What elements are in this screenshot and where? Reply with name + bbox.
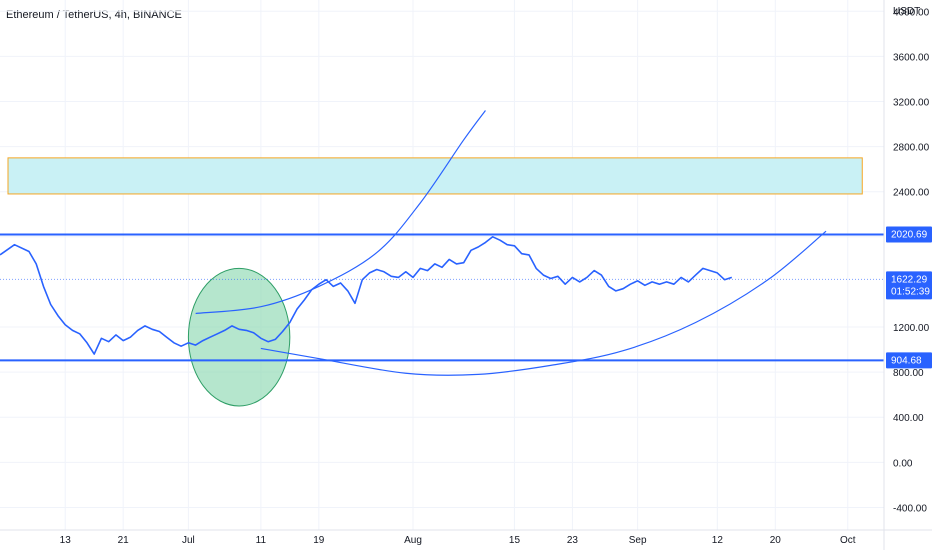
x-tick-label: 23 [567, 535, 579, 546]
y-tick-label: 4000.00 [893, 7, 930, 18]
level-price-badge-bg [886, 226, 932, 243]
target-zone-rect [7, 157, 863, 195]
x-tick-label: Oct [840, 535, 856, 546]
x-tick-label: Aug [404, 535, 422, 546]
y-axis-currency: USDT [893, 6, 920, 17]
x-tick-label: 13 [60, 535, 72, 546]
level-price-badge-bg [886, 352, 932, 369]
y-tick-label: 3200.00 [893, 97, 930, 108]
y-tick-label: 400.00 [893, 413, 924, 424]
y-tick-label: 2400.00 [893, 188, 930, 199]
level-price-badge-text: 2020.69 [891, 229, 928, 240]
y-tick-label: -400.00 [893, 503, 927, 514]
x-tick-label: 21 [118, 535, 130, 546]
y-tick-label: 0.00 [893, 458, 913, 469]
y-tick-label: 3600.00 [893, 52, 930, 63]
trend-arc-2 [260, 230, 827, 376]
x-tick-label: Jul [182, 535, 195, 546]
last-price-badge-bg [886, 271, 932, 300]
highlight-ellipse [187, 267, 291, 407]
trend-arc-1 [195, 110, 486, 315]
x-tick-label: 20 [770, 535, 782, 546]
x-tick-label: 15 [509, 535, 521, 546]
y-tick-label: 1200.00 [893, 323, 930, 334]
chart-title: Ethereum / TetherUS, 4h, BINANCE [6, 9, 182, 21]
y-tick-label: 800.00 [893, 368, 924, 379]
price-series-layer [0, 236, 733, 355]
price-series-line [0, 236, 733, 355]
level-price-badge-text: 904.68 [891, 355, 922, 366]
last-price-badge-text: 01:52:39 [891, 286, 930, 297]
x-tick-label: Sep [629, 535, 647, 546]
x-tick-label: 19 [313, 535, 325, 546]
x-tick-label: 11 [256, 535, 267, 546]
drawing-annotations [0, 110, 884, 407]
grid [0, 0, 884, 530]
y-tick-label: 2800.00 [893, 143, 930, 154]
last-price-badge-text: 1622.29 [891, 274, 928, 285]
x-tick-label: 12 [712, 535, 724, 546]
